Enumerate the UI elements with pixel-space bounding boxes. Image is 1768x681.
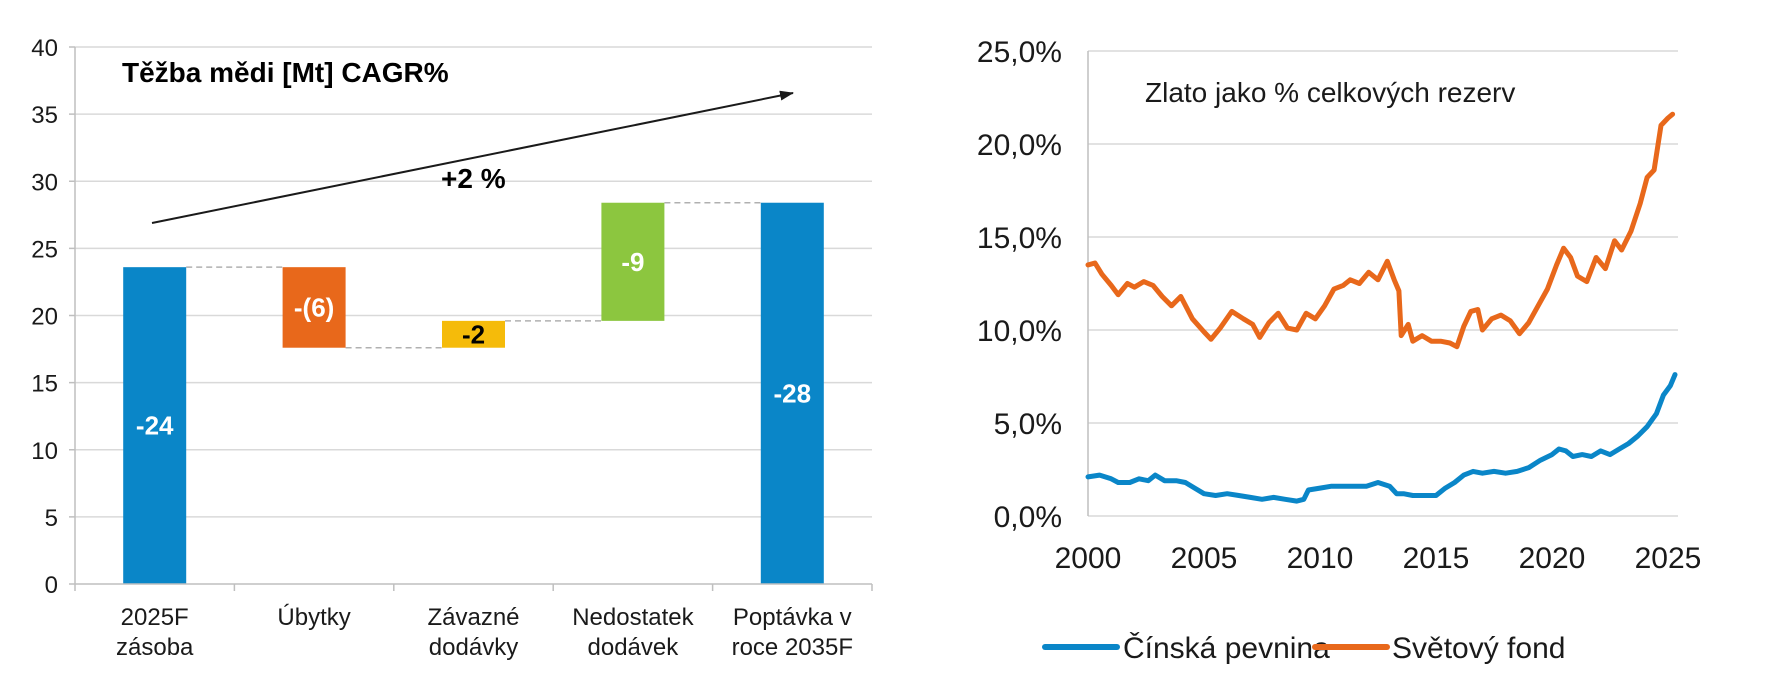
right-y-tick-label: 20,0%: [977, 129, 1062, 162]
series-line: [1085, 372, 1678, 504]
right-y-axis-ticks: 0,0% 5,0% 10,0% 15,0% 20,0% 25,0%: [977, 36, 1089, 534]
left-y-tick-label: 0: [45, 572, 58, 599]
waterfall-bar-label: -(6): [294, 292, 334, 322]
right-x-tick-label: 2015: [1403, 542, 1470, 575]
left-y-tick-label: 35: [31, 102, 58, 129]
cagr-annotation: +2 %: [441, 163, 506, 194]
right-y-tick-label: 5,0%: [994, 408, 1062, 441]
right-x-tick-label: 2000: [1055, 542, 1122, 575]
waterfall-bar-label: -2: [462, 319, 485, 349]
copper-waterfall-chart: 0 5 10 15 20 25 30 35 40 -24 -(6) -2 -9 -28 2025F zás…: [31, 35, 873, 661]
waterfall-bars: -24 -(6) -2 -9 -28: [123, 202, 824, 585]
right-x-tick-label: 2025: [1635, 542, 1702, 575]
waterfall-bar-label: -9: [621, 247, 644, 277]
left-x-axis: [74, 583, 873, 591]
waterfall-bar: [123, 267, 187, 584]
category-label: roce 2035F: [732, 634, 853, 661]
gold-reserves-line-chart: 0,0% 5,0% 10,0% 15,0% 20,0% 25,0% 2000 2005 201…: [977, 36, 1701, 665]
waterfall-bar: [282, 267, 346, 348]
right-gridlines: [1088, 50, 1678, 517]
right-x-tick-label: 2010: [1287, 542, 1354, 575]
left-gridlines: [75, 46, 872, 518]
category-label: 2025F: [121, 604, 189, 631]
left-y-tick-label: 25: [31, 236, 58, 263]
right-y-tick-label: 15,0%: [977, 222, 1062, 255]
right-y-tick-label: 25,0%: [977, 36, 1062, 69]
legend-label: Světový fond: [1392, 632, 1565, 665]
right-x-tick-label: 2005: [1171, 542, 1238, 575]
right-y-tick-label: 0,0%: [994, 501, 1062, 534]
left-y-tick-label: 15: [31, 371, 58, 398]
category-label: Nedostatek: [572, 604, 694, 631]
category-label: dodávky: [429, 634, 518, 661]
waterfall-bar-label: -24: [136, 411, 174, 441]
left-y-tick-label: 20: [31, 304, 58, 331]
legend-label: Čínská pevnina: [1123, 631, 1330, 665]
left-y-tick-label: 5: [45, 505, 58, 532]
waterfall-connectors: [186, 201, 761, 349]
category-label: dodávek: [588, 634, 680, 661]
waterfall-bar: [442, 320, 505, 348]
category-label: Závazné: [427, 604, 519, 631]
legend: Čínská pevnina Světový fond: [1042, 631, 1565, 665]
left-y-tick-label: 10: [31, 438, 58, 465]
right-x-axis-ticks: 2000 2005 2010 2015 2020 2025: [1055, 542, 1702, 575]
waterfall-bar: [760, 202, 824, 585]
left-y-axis-ticks: 0 5 10 15 20 25 30 35 40: [31, 35, 76, 599]
waterfall-title: Těžba mědi [Mt] CAGR%: [122, 57, 449, 88]
left-y-tick-label: 30: [31, 169, 58, 196]
waterfall-bar: [601, 202, 665, 321]
series-line: [1085, 111, 1676, 350]
left-y-tick-label: 40: [31, 35, 58, 62]
category-label: zásoba: [116, 634, 194, 661]
category-label: Úbytky: [277, 604, 350, 631]
cagr-arrow: [151, 90, 794, 224]
waterfall-bar-label: -28: [774, 378, 812, 408]
category-label: Poptávka v: [733, 604, 852, 631]
left-category-labels: 2025F zásoba Úbytky Závazné dodávky Nedostate…: [116, 604, 853, 661]
right-y-tick-label: 10,0%: [977, 315, 1062, 348]
line-chart-title: Zlato jako % celkových rezerv: [1145, 77, 1515, 108]
line-series: [1085, 111, 1678, 504]
right-x-tick-label: 2020: [1519, 542, 1586, 575]
